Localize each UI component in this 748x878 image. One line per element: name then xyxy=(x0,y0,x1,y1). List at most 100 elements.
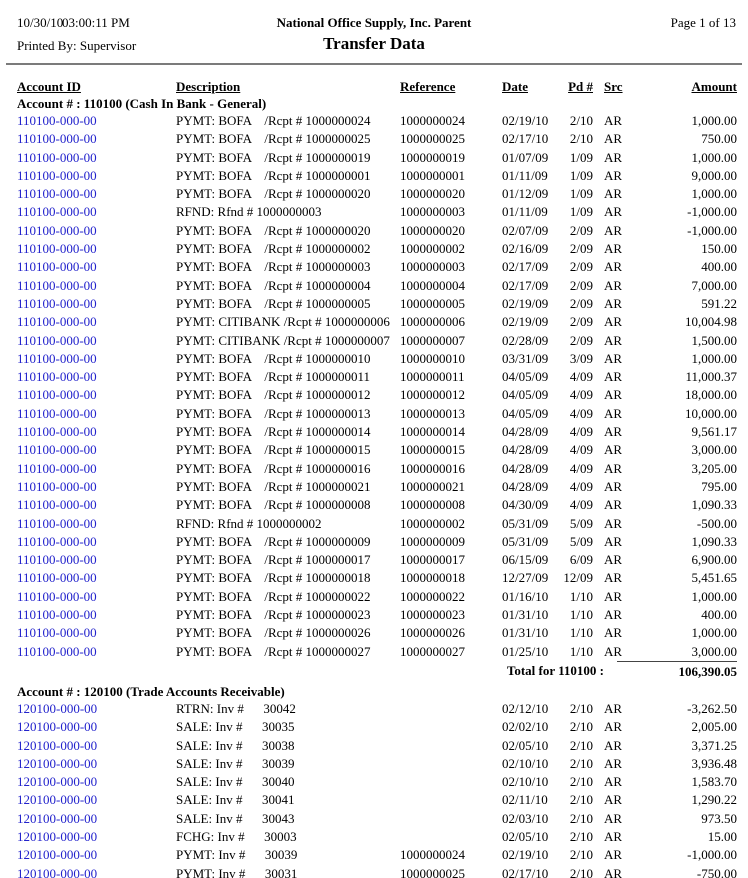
column-header-account-id: Account ID xyxy=(17,79,81,94)
table-row: 110100-000-00 PYMT: BOFA /Rcpt # 1000000… xyxy=(0,569,748,587)
account-id-link[interactable]: 110100-000-00 xyxy=(17,186,97,202)
account-id-link[interactable]: 120100-000-00 xyxy=(17,847,98,863)
description-cell: PYMT: BOFA /Rcpt # 1000000003 xyxy=(176,259,371,275)
account-id-link[interactable]: 110100-000-00 xyxy=(17,515,97,531)
description-cell: PYMT: BOFA /Rcpt # 1000000014 xyxy=(176,424,371,440)
source-cell: AR xyxy=(604,552,623,568)
account-id-link[interactable]: 120100-000-00 xyxy=(17,792,98,808)
source-cell: AR xyxy=(604,332,623,348)
table-row: 110100-000-00 RFND: Rfnd # 1000000002 10… xyxy=(0,515,748,533)
account-id-link[interactable]: 120100-000-00 xyxy=(17,810,98,826)
period-cell: 2/10 xyxy=(569,719,593,735)
reference-cell: 1000000019 xyxy=(400,149,465,165)
description-cell: PYMT: BOFA /Rcpt # 1000000020 xyxy=(176,186,371,202)
account-id-link[interactable]: 110100-000-00 xyxy=(17,570,97,586)
account-id-link[interactable]: 110100-000-00 xyxy=(17,588,97,604)
account-id-link[interactable]: 120100-000-00 xyxy=(17,737,98,753)
reference-cell: 1000000025 xyxy=(400,865,465,878)
account-id-link[interactable]: 110100-000-00 xyxy=(17,460,97,476)
account-id-link[interactable]: 110100-000-00 xyxy=(17,295,97,311)
account-id-link[interactable]: 110100-000-00 xyxy=(17,259,97,275)
account-id-link[interactable]: 110100-000-00 xyxy=(17,350,97,366)
account-id-link[interactable]: 110100-000-00 xyxy=(17,442,97,458)
reference-cell: 1000000007 xyxy=(400,332,465,348)
account-id-link[interactable]: 110100-000-00 xyxy=(17,405,97,421)
amount-cell: 1,000.00 xyxy=(691,588,738,604)
account-id-link[interactable]: 120100-000-00 xyxy=(17,755,98,771)
period-cell: 2/09 xyxy=(569,314,593,330)
period-cell: 2/09 xyxy=(569,222,593,238)
description-cell: SALE: Inv # 30043 xyxy=(176,810,295,826)
date-cell: 02/17/09 xyxy=(502,277,549,293)
account-id-link[interactable]: 110100-000-00 xyxy=(17,387,97,403)
source-cell: AR xyxy=(604,277,623,293)
account-id-link[interactable]: 110100-000-00 xyxy=(17,552,97,568)
account-id-link[interactable]: 110100-000-00 xyxy=(17,314,97,330)
table-row: 110100-000-00 PYMT: BOFA /Rcpt # 1000000… xyxy=(0,112,748,130)
date-cell: 02/19/10 xyxy=(502,847,549,863)
description-cell: SALE: Inv # 30041 xyxy=(176,792,295,808)
date-cell: 02/19/09 xyxy=(502,295,549,311)
account-id-link[interactable]: 110100-000-00 xyxy=(17,277,97,293)
account-id-link[interactable]: 120100-000-00 xyxy=(17,774,98,790)
description-cell: PYMT: BOFA /Rcpt # 1000000001 xyxy=(176,167,371,183)
source-cell: AR xyxy=(604,810,623,826)
table-row: 110100-000-00 PYMT: BOFA /Rcpt # 1000000… xyxy=(0,405,748,423)
account-id-link[interactable]: 110100-000-00 xyxy=(17,167,97,183)
period-cell: 3/09 xyxy=(569,350,593,366)
period-cell: 5/09 xyxy=(569,533,593,549)
table-row: 110100-000-00 PYMT: BOFA /Rcpt # 1000000… xyxy=(0,222,748,240)
reference-cell: 1000000002 xyxy=(400,241,465,257)
amount-cell: 1,000.00 xyxy=(691,186,738,202)
period-cell: 2/10 xyxy=(569,755,593,771)
account-id-link[interactable]: 110100-000-00 xyxy=(17,643,97,659)
report-run-date: 10/30/10 xyxy=(17,15,64,30)
account-id-link[interactable]: 110100-000-00 xyxy=(17,424,97,440)
source-cell: AR xyxy=(604,131,623,147)
account-id-link[interactable]: 120100-000-00 xyxy=(17,865,98,878)
period-cell: 2/09 xyxy=(569,295,593,311)
amount-cell: 1,290.22 xyxy=(691,792,738,808)
reference-cell: 1000000003 xyxy=(400,204,465,220)
account-id-link[interactable]: 120100-000-00 xyxy=(17,700,98,716)
amount-cell: 1,000.00 xyxy=(691,149,738,165)
account-id-link[interactable]: 110100-000-00 xyxy=(17,332,97,348)
account-id-link[interactable]: 110100-000-00 xyxy=(17,607,97,623)
account-id-link[interactable]: 110100-000-00 xyxy=(17,533,97,549)
account-id-link[interactable]: 120100-000-00 xyxy=(17,828,98,844)
amount-cell: -3,262.50 xyxy=(687,700,737,716)
column-header-amount: Amount xyxy=(691,79,737,94)
account-section-rows: 110100-000-00 PYMT: BOFA /Rcpt # 1000000… xyxy=(0,112,748,661)
description-cell: SALE: Inv # 30038 xyxy=(176,737,295,753)
period-cell: 2/09 xyxy=(569,241,593,257)
source-cell: AR xyxy=(604,442,623,458)
amount-cell: 973.50 xyxy=(701,810,737,826)
account-id-link[interactable]: 120100-000-00 xyxy=(17,719,98,735)
date-cell: 01/25/10 xyxy=(502,643,549,659)
source-cell: AR xyxy=(604,424,623,440)
account-id-link[interactable]: 110100-000-00 xyxy=(17,478,97,494)
account-id-link[interactable]: 110100-000-00 xyxy=(17,131,97,147)
account-id-link[interactable]: 110100-000-00 xyxy=(17,369,97,385)
table-row: 110100-000-00 PYMT: BOFA /Rcpt # 1000000… xyxy=(0,185,748,203)
account-id-link[interactable]: 110100-000-00 xyxy=(17,204,97,220)
date-cell: 02/17/10 xyxy=(502,865,549,878)
account-id-link[interactable]: 110100-000-00 xyxy=(17,113,97,128)
source-cell: AR xyxy=(604,737,623,753)
source-cell: AR xyxy=(604,478,623,494)
table-row: 110100-000-00 PYMT: BOFA /Rcpt # 1000000… xyxy=(0,423,748,441)
description-cell: PYMT: BOFA /Rcpt # 1000000005 xyxy=(176,295,371,311)
account-id-link[interactable]: 110100-000-00 xyxy=(17,241,97,257)
description-cell: PYMT: Inv # 30039 xyxy=(176,847,298,863)
account-id-link[interactable]: 110100-000-00 xyxy=(17,149,97,165)
header-divider xyxy=(6,63,742,65)
description-cell: PYMT: BOFA /Rcpt # 1000000016 xyxy=(176,460,371,476)
account-id-link[interactable]: 110100-000-00 xyxy=(17,222,97,238)
account-id-link[interactable]: 110100-000-00 xyxy=(17,625,97,641)
table-row: 110100-000-00 PYMT: BOFA /Rcpt # 1000000… xyxy=(0,240,748,258)
amount-cell: 3,205.00 xyxy=(691,460,738,476)
source-cell: AR xyxy=(604,774,623,790)
account-id-link[interactable]: 110100-000-00 xyxy=(17,497,97,513)
section-total-label: Total for 110100 : xyxy=(506,662,604,678)
column-header-row: Account ID Description Reference Date Pd… xyxy=(0,78,748,96)
